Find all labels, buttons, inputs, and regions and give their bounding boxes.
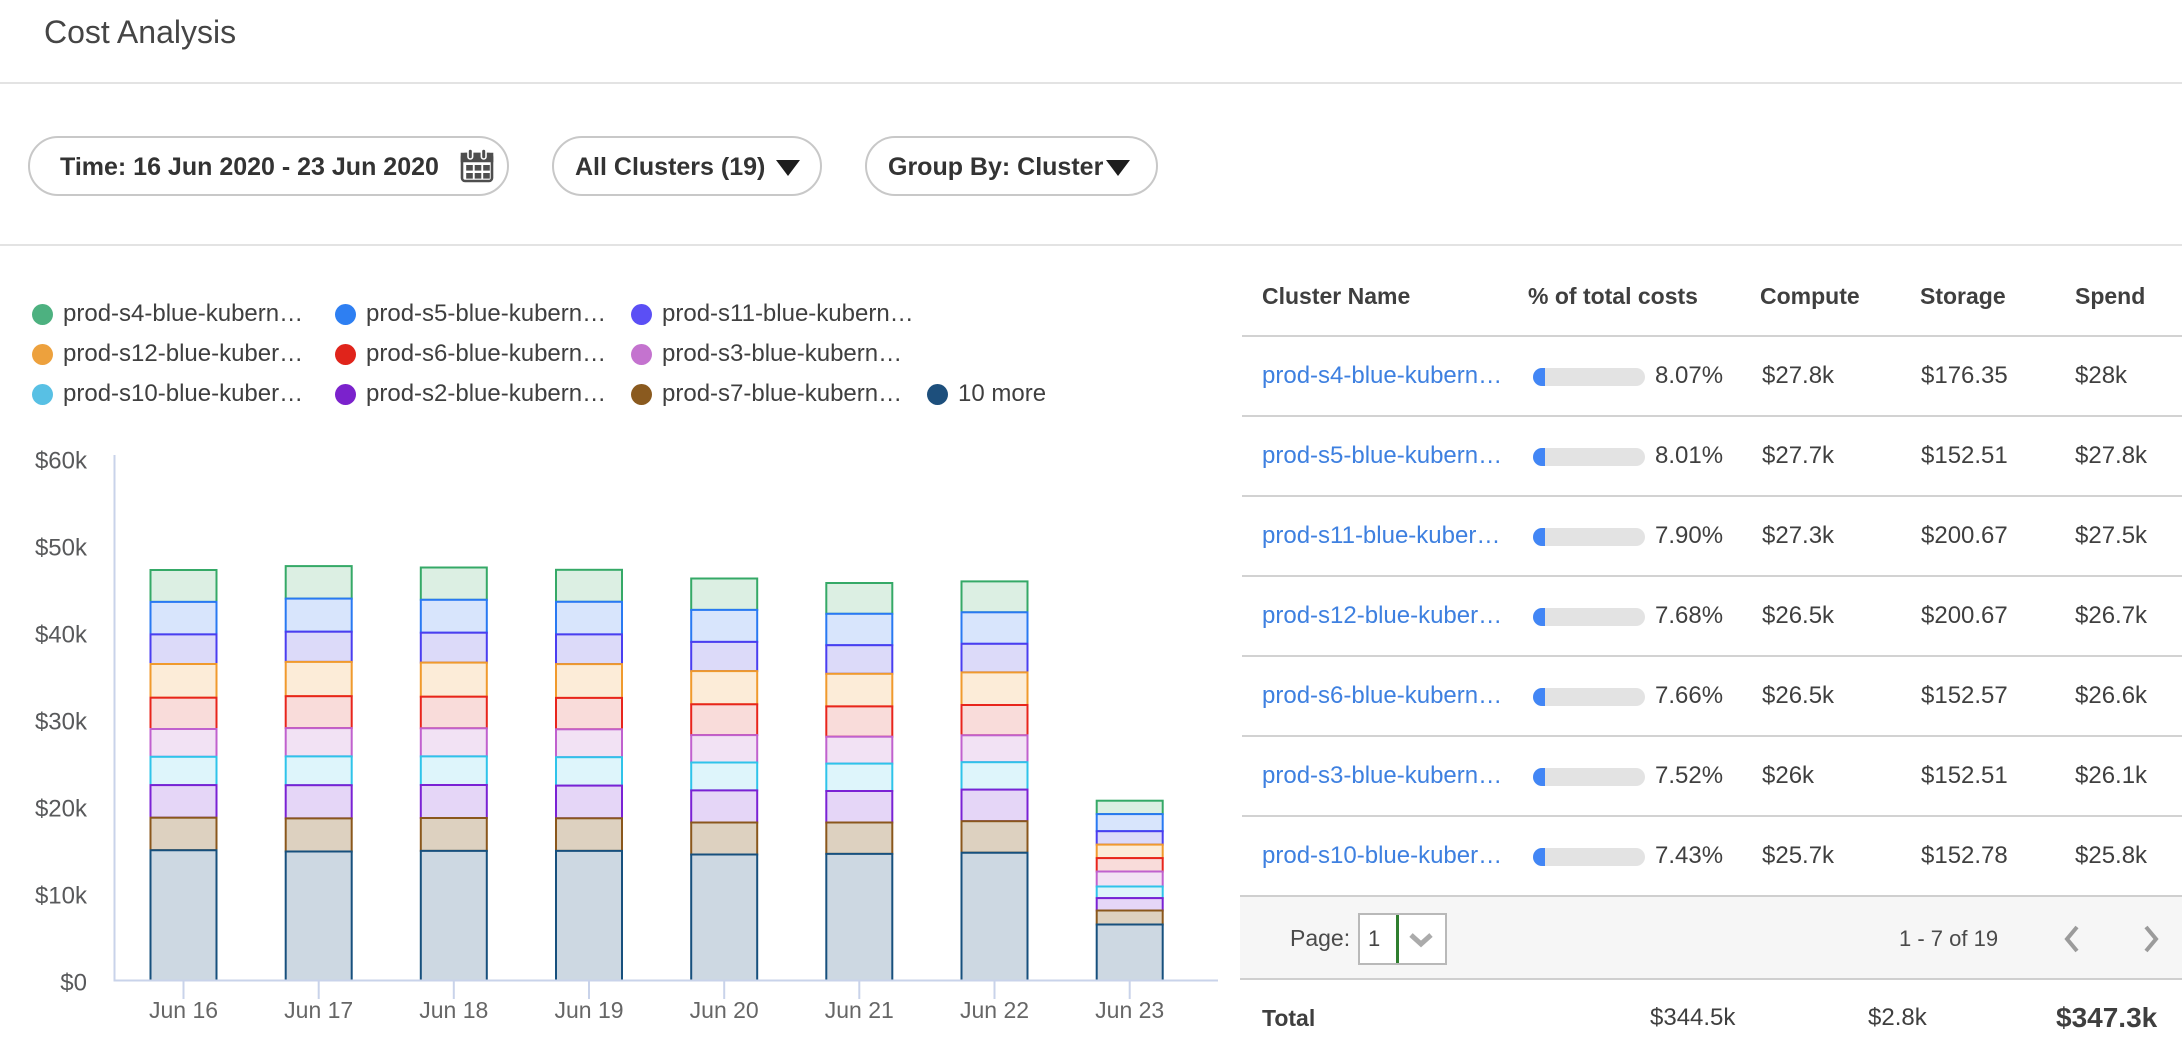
svg-text:$60k: $60k	[35, 448, 88, 475]
svg-text:Jun 17: Jun 17	[284, 997, 353, 1023]
svg-text:Jun 21: Jun 21	[825, 997, 894, 1023]
svg-text:$20k: $20k	[35, 796, 88, 823]
svg-text:$10k: $10k	[35, 883, 88, 910]
svg-text:Jun 22: Jun 22	[960, 997, 1029, 1023]
svg-text:Jun 16: Jun 16	[149, 997, 218, 1023]
svg-text:Jun 20: Jun 20	[690, 997, 759, 1023]
svg-text:$50k: $50k	[35, 535, 88, 562]
svg-text:$30k: $30k	[35, 709, 88, 736]
svg-text:Jun 18: Jun 18	[419, 997, 488, 1023]
svg-text:$0: $0	[60, 970, 87, 997]
svg-text:$40k: $40k	[35, 622, 88, 649]
svg-text:Jun 19: Jun 19	[554, 997, 623, 1023]
svg-text:Jun 23: Jun 23	[1095, 997, 1164, 1023]
